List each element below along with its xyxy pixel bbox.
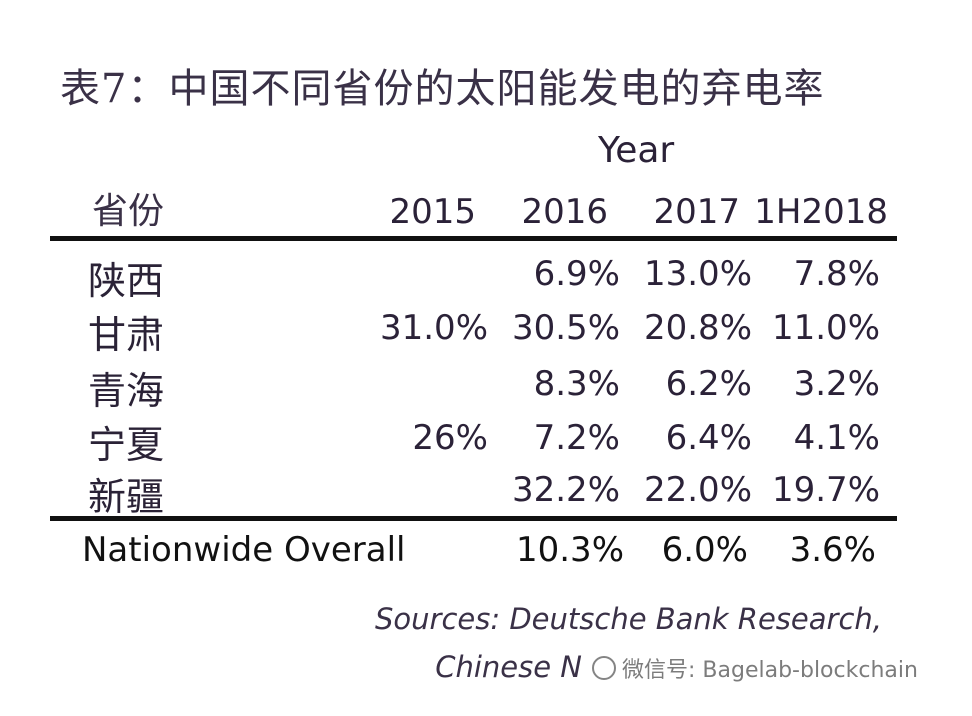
year-header-2017: 2017 — [653, 192, 740, 232]
province-label: 青海 — [88, 369, 165, 413]
value-2016: 32.2% — [511, 470, 620, 510]
value-2017: 13.0% — [643, 254, 752, 294]
value-2015: 26% — [412, 418, 488, 458]
value-2016: 6.9% — [533, 254, 620, 294]
table-row: 青海 8.3% 6.2% 3.2% — [0, 360, 972, 414]
year-header-1h2018: 1H2018 — [754, 192, 888, 232]
table-title: 表7：中国不同省份的太阳能发电的弃电率 — [60, 66, 825, 112]
nationwide-value-2016: 10.3% — [515, 530, 624, 570]
table-row: 甘肃 31.0% 30.5% 20.8% 11.0% — [0, 304, 972, 358]
table-row: 新疆 32.2% 22.0% 19.7% — [0, 466, 972, 520]
sources-line-1: Sources: Deutsche Bank Research, — [375, 602, 882, 636]
province-label: 新疆 — [88, 475, 165, 519]
nationwide-value-2017: 6.0% — [661, 530, 748, 570]
year-header-2015: 2015 — [389, 192, 476, 232]
nationwide-label: Nationwide Overall — [82, 530, 406, 570]
value-1h2018: 3.2% — [793, 364, 880, 404]
header-rule — [50, 236, 897, 241]
sources-line-2: Chinese N — [435, 650, 582, 684]
value-2017: 6.4% — [665, 418, 752, 458]
table-row: 宁夏 26% 7.2% 6.4% 4.1% — [0, 414, 972, 468]
value-2017: 20.8% — [643, 308, 752, 348]
watermark: 微信号: Bagelab-blockchain — [592, 652, 918, 684]
value-2016: 30.5% — [511, 308, 620, 348]
value-1h2018: 11.0% — [771, 308, 880, 348]
table-row: 陕西 6.9% 13.0% 7.8% — [0, 250, 972, 304]
province-column-header: 省份 — [92, 191, 165, 232]
year-group-header: Year — [598, 130, 675, 171]
province-label: 陕西 — [88, 259, 165, 303]
value-1h2018: 19.7% — [771, 470, 880, 510]
value-2015: 31.0% — [379, 308, 488, 348]
value-2016: 8.3% — [533, 364, 620, 404]
value-1h2018: 4.1% — [793, 418, 880, 458]
nationwide-value-1h2018: 3.6% — [789, 530, 876, 570]
body-rule — [50, 516, 897, 521]
year-header-2016: 2016 — [521, 192, 608, 232]
value-2016: 7.2% — [533, 418, 620, 458]
watermark-text: 微信号: Bagelab-blockchain — [622, 658, 918, 683]
province-label: 甘肃 — [88, 313, 165, 357]
value-1h2018: 7.8% — [793, 254, 880, 294]
province-label: 宁夏 — [88, 423, 165, 467]
value-2017: 6.2% — [665, 364, 752, 404]
value-2017: 22.0% — [643, 470, 752, 510]
wechat-icon — [592, 656, 616, 680]
